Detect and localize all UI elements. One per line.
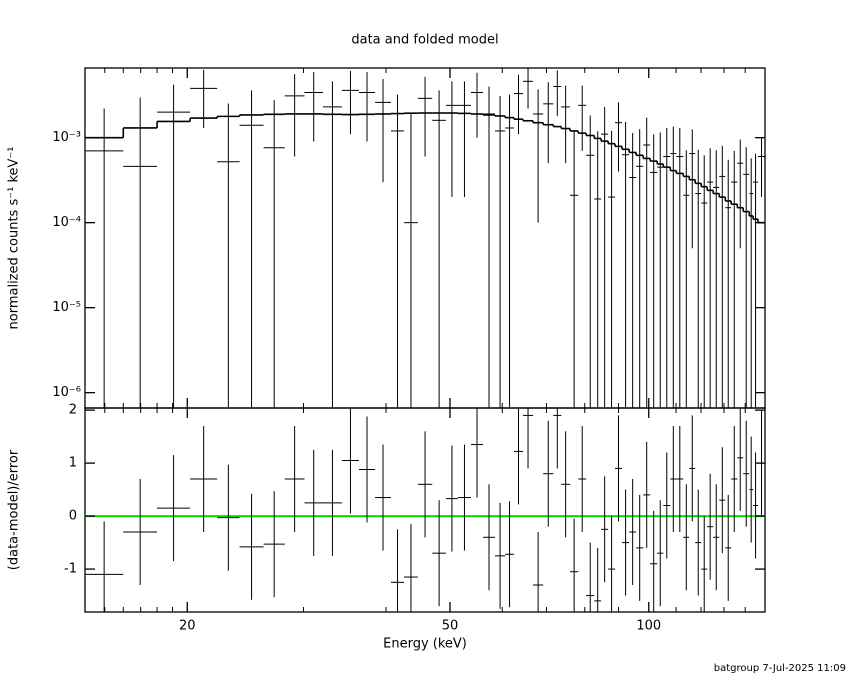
y-tick-label: 0	[69, 509, 77, 524]
y-tick-label: 1	[69, 456, 77, 471]
x-tick-label: 20	[179, 619, 196, 634]
y-tick-label: 10⁻⁴	[52, 215, 81, 230]
plot-frame	[84, 407, 766, 613]
y-tick-label: 10⁻⁶	[52, 385, 81, 400]
y-axis-label: (data-model)/error	[7, 449, 22, 570]
y-axis-label: normalized counts s⁻¹ keV⁻¹	[7, 147, 22, 330]
top-data	[85, 68, 765, 408]
x-axis-label: Energy (keV)	[383, 637, 467, 652]
y-tick-label: 2	[69, 403, 77, 418]
x-tick-label: 50	[442, 619, 459, 634]
y-tick-label: -1	[64, 562, 77, 577]
bottom-data	[85, 408, 765, 612]
chart-title: data and folded model	[351, 33, 498, 48]
y-tick-label: 10⁻³	[52, 130, 81, 145]
x-tick-label: 100	[636, 619, 661, 634]
y-tick-label: 10⁻⁵	[52, 300, 81, 315]
footer: batgroup 7-Jul-2025 11:09	[714, 663, 846, 674]
